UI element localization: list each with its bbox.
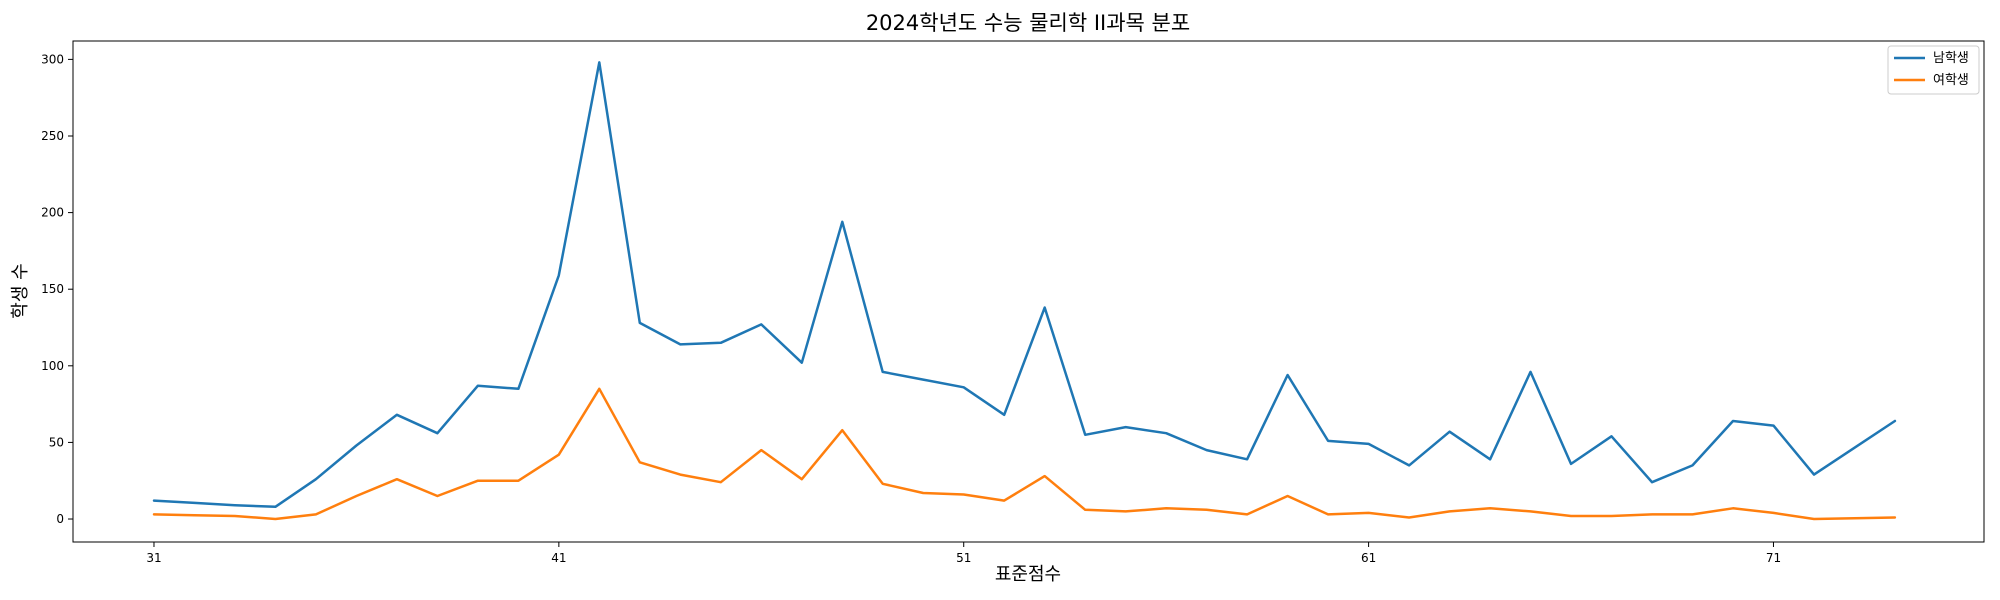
chart-title: 2024학년도 수능 물리학 II과목 분포 [866, 11, 1190, 35]
x-tick-label: 41 [551, 551, 566, 565]
y-tick-label: 150 [41, 282, 64, 296]
legend-label-series-1: 여학생 [1933, 73, 1969, 88]
y-axis-label: 학생 수 [10, 263, 31, 318]
x-tick-label: 71 [1766, 551, 1781, 565]
y-tick-label: 0 [56, 512, 64, 526]
legend: 남학생 여학생 [1887, 45, 1980, 95]
y-tick-label: 100 [41, 359, 64, 373]
y-tick-label: 50 [49, 435, 64, 449]
plot-area-frame [72, 40, 1985, 543]
series-line-1 [152, 387, 1897, 521]
y-tick-label: 300 [41, 52, 64, 66]
series-lines [152, 61, 1897, 521]
legend-label-series-0: 남학생 [1933, 51, 1969, 66]
x-axis-label: 표준점수 [995, 564, 1061, 585]
series-line-0 [152, 61, 1897, 509]
x-tick-label: 51 [956, 551, 971, 565]
x-axis: 31 41 51 61 71 [146, 542, 1781, 565]
y-tick-label: 250 [41, 129, 64, 143]
x-tick-label: 31 [146, 551, 161, 565]
y-tick-label: 200 [41, 206, 64, 220]
y-axis: 0 50 100 150 200 250 300 [41, 52, 73, 526]
x-tick-label: 61 [1361, 551, 1376, 565]
